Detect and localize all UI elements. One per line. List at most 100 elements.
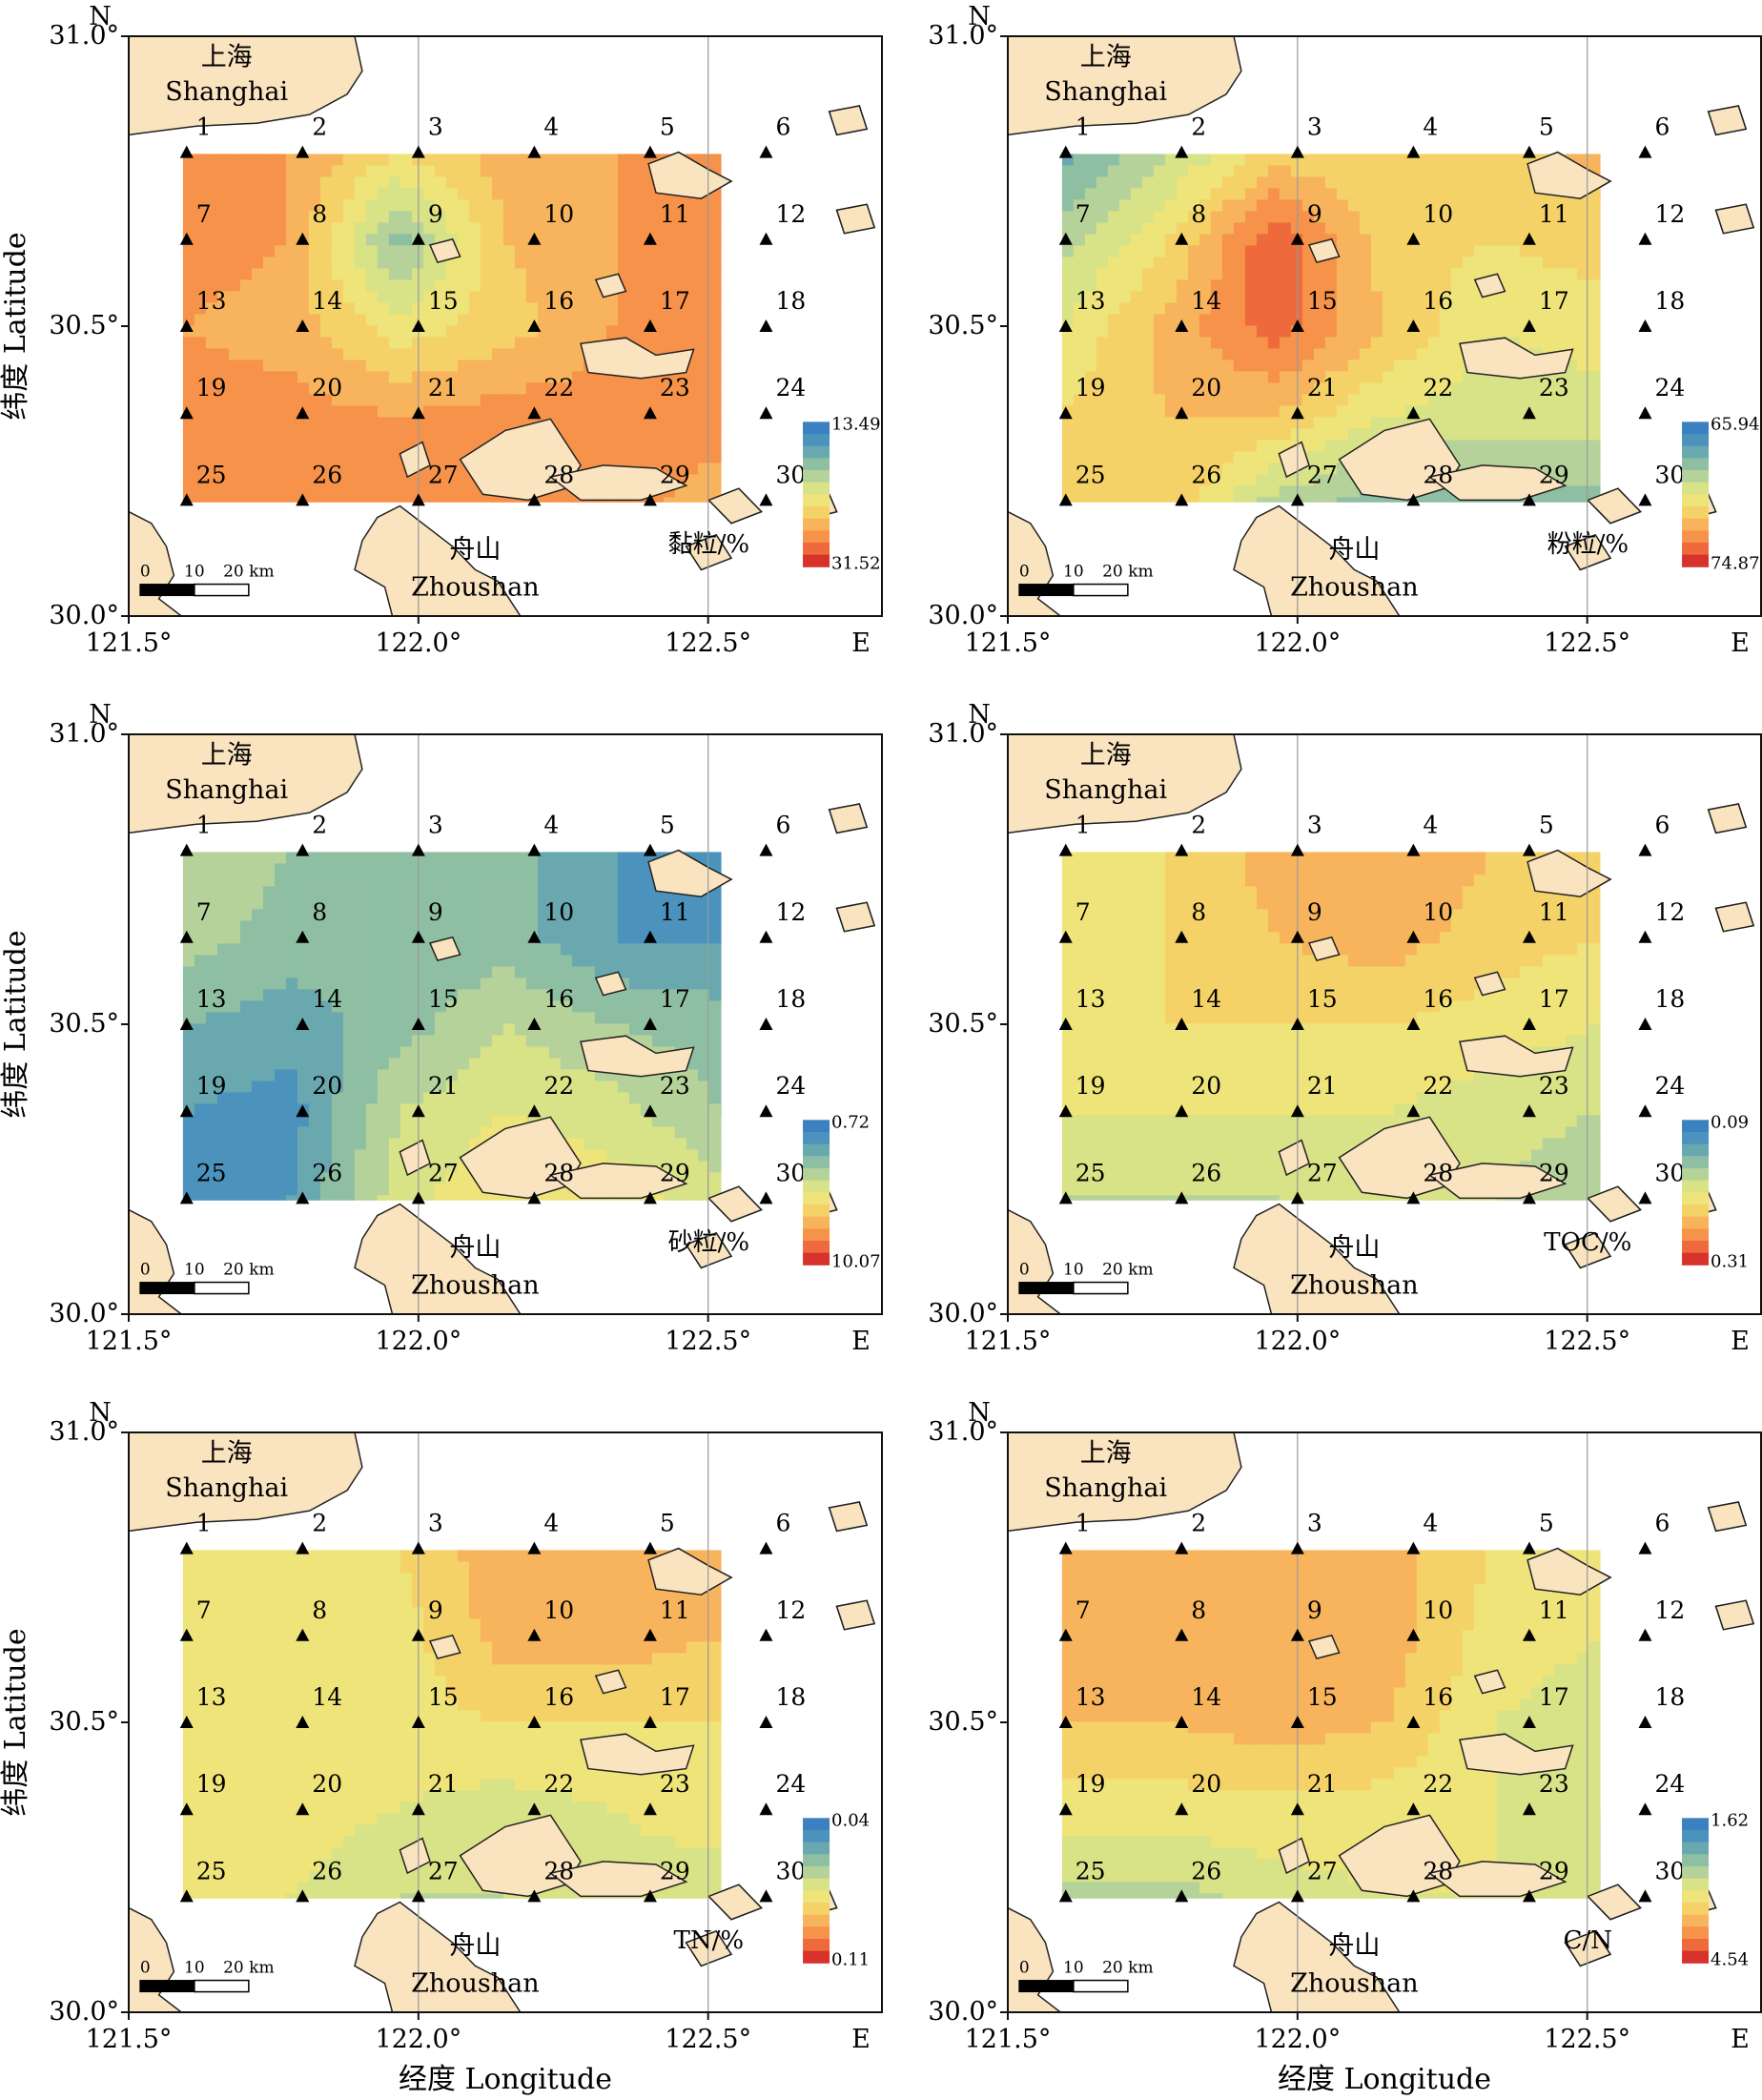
contour-cell	[468, 382, 481, 395]
contour-cell	[216, 314, 230, 326]
contour-cell	[1370, 325, 1383, 338]
contour-cell	[1519, 394, 1532, 406]
contour-cell	[182, 440, 195, 452]
contour-cell	[1336, 234, 1349, 246]
contour-cell	[1130, 165, 1143, 177]
contour-cell	[1301, 405, 1315, 418]
contour-cell	[388, 382, 401, 395]
contour-cell	[434, 428, 447, 441]
contour-cell	[262, 1058, 276, 1070]
contour-cell	[388, 222, 401, 235]
contour-cell	[1473, 863, 1486, 875]
contour-cell	[1382, 371, 1395, 383]
contour-cell	[583, 199, 596, 212]
contour-cell	[274, 966, 287, 978]
contour-cell	[674, 405, 687, 418]
contour-cell	[525, 966, 539, 978]
contour-cell	[480, 382, 493, 395]
contour-cell	[216, 176, 230, 189]
contour-cell	[1141, 875, 1155, 887]
contour-cell	[1267, 165, 1281, 177]
contour-cell	[1176, 268, 1189, 280]
contour-cell	[274, 1172, 287, 1184]
contour-cell	[297, 417, 310, 429]
contour-cell	[617, 405, 630, 418]
contour-cell	[491, 257, 504, 269]
contour-cell	[1496, 302, 1509, 315]
station-label: 15	[428, 287, 459, 315]
contour-cell	[1336, 268, 1349, 280]
contour-cell	[1416, 360, 1429, 372]
contour-cell	[686, 405, 699, 418]
contour-cell	[1187, 176, 1200, 189]
contour-cell	[182, 360, 195, 372]
contour-cell	[640, 337, 653, 349]
shanghai-en-label: Shanghai	[165, 775, 288, 805]
contour-cell	[354, 485, 367, 498]
contour-cell	[1061, 176, 1075, 189]
contour-cell	[1267, 245, 1281, 257]
contour-cell	[720, 897, 722, 910]
contour-cell	[583, 875, 596, 887]
contour-cell	[228, 417, 241, 429]
contour-cell	[331, 337, 344, 349]
contour-cell	[354, 1138, 367, 1150]
contour-cell	[331, 966, 344, 978]
contour-cell	[308, 863, 321, 875]
contour-cell	[331, 932, 344, 944]
contour-cell	[674, 440, 687, 452]
contour-cell	[457, 337, 470, 349]
contour-cell	[308, 886, 321, 898]
contour-cell	[354, 1081, 367, 1093]
contour-cell	[1553, 257, 1567, 269]
contour-cell	[525, 1092, 539, 1104]
contour-cell	[457, 1000, 470, 1013]
contour-cell	[354, 222, 367, 235]
contour-cell	[1279, 234, 1292, 246]
contour-cell	[239, 257, 253, 269]
contour-cell	[548, 360, 562, 372]
contour-cell	[1347, 405, 1361, 418]
contour-cell	[1096, 863, 1109, 875]
contour-cell	[274, 451, 287, 463]
contour-cell	[445, 852, 459, 864]
contour-cell	[1164, 863, 1178, 875]
contour-cell	[457, 234, 470, 246]
contour-cell	[1210, 440, 1223, 452]
contour-cell	[1393, 337, 1406, 349]
scale-bar-label: 0	[140, 1261, 151, 1280]
contour-cell	[205, 360, 218, 372]
contour-cell	[342, 989, 356, 1001]
contour-cell	[262, 1012, 276, 1024]
contour-cell	[1542, 405, 1555, 418]
contour-cell	[457, 1172, 470, 1184]
contour-cell	[308, 314, 321, 326]
contour-cell	[1393, 211, 1406, 223]
contour-cell	[285, 943, 298, 956]
contour-cell	[182, 1149, 195, 1162]
contour-cell	[388, 1184, 401, 1196]
contour-cell	[617, 875, 630, 887]
contour-cell	[182, 1126, 195, 1139]
contour-cell	[388, 1195, 401, 1201]
contour-cell	[228, 474, 241, 486]
contour-cell	[331, 382, 344, 395]
contour-cell	[1519, 417, 1532, 429]
contour-cell	[1393, 371, 1406, 383]
contour-cell	[583, 909, 596, 921]
contour-cell	[480, 325, 493, 338]
contour-cell	[1176, 211, 1189, 223]
contour-cell	[1096, 222, 1109, 235]
contour-cell	[365, 405, 379, 418]
contour-cell	[1347, 337, 1361, 349]
contour-cell	[1256, 337, 1269, 349]
contour-cell	[228, 234, 241, 246]
contour-cell	[342, 1069, 356, 1081]
contour-cell	[331, 325, 344, 338]
contour-cell	[1336, 314, 1349, 326]
contour-cell	[1233, 245, 1246, 257]
contour-cell	[480, 989, 493, 1001]
contour-cell	[502, 909, 516, 921]
contour-cell	[274, 920, 287, 933]
